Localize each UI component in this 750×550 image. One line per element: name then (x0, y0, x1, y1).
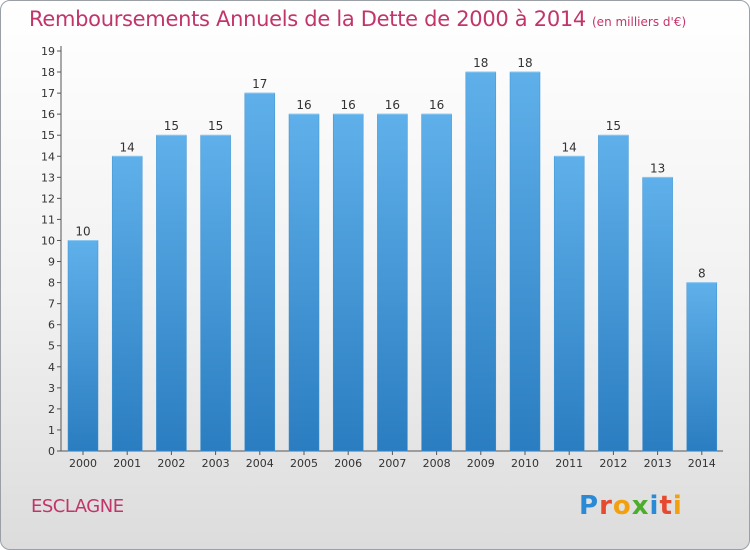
x-tick-label-2001: 2001 (113, 457, 141, 470)
y-tick-label: 9 (48, 256, 55, 269)
x-axis: 2000 2001 2002 2003 2004 2005 2006 2007 2008 2009… (61, 450, 723, 470)
bar-2000 (67, 240, 99, 452)
data-label-2014: 8 (698, 267, 706, 281)
x-tick-label-2008: 2008 (423, 457, 451, 470)
y-tick-label: 19 (41, 45, 55, 58)
bar-2010 (509, 71, 541, 452)
data-label-2008: 16 (429, 98, 444, 112)
logo-letter: r (599, 491, 613, 521)
title-unit: (en milliers d'€) (592, 15, 687, 29)
logo-letter: o (612, 491, 632, 521)
x-tick-label-2004: 2004 (246, 457, 274, 470)
logo-letter: x (631, 491, 650, 521)
y-tick-label: 3 (48, 382, 55, 395)
y-tick-label: 10 (41, 234, 55, 247)
title-text: Remboursements Annuels de la Dette de 20… (29, 7, 586, 31)
y-tick-label: 5 (48, 340, 55, 353)
data-label-2010: 18 (517, 56, 532, 70)
x-tick-label-2014: 2014 (688, 457, 716, 470)
x-tick-label-2000: 2000 (69, 457, 97, 470)
x-tick-label-2005: 2005 (290, 457, 318, 470)
y-tick-label: 0 (48, 445, 55, 458)
data-label-2011: 14 (562, 140, 577, 154)
bar-2004 (244, 92, 276, 452)
logo-letter: P (579, 491, 600, 521)
commune-name: ESCLAGNE (31, 496, 124, 517)
data-label-2000: 10 (75, 224, 90, 238)
proxiti-logo: Proxiti (579, 491, 683, 521)
data-label-2013: 13 (650, 161, 665, 175)
y-tick-label: 13 (41, 171, 55, 184)
bar-2008 (421, 113, 452, 452)
x-tick-label-2011: 2011 (555, 457, 583, 470)
bars-group: 10 14 15 15 17 16 16 16 16 18 18 14 15 13 8 (67, 56, 718, 452)
bar-2005 (288, 113, 320, 452)
x-tick-label-2002: 2002 (157, 457, 185, 470)
x-tick-label-2013: 2013 (644, 457, 672, 470)
bar-2009 (465, 71, 497, 452)
data-label-2001: 14 (120, 140, 135, 154)
bar-2007 (377, 113, 408, 452)
logo-letter: t (659, 491, 673, 521)
bar-2014 (686, 282, 718, 452)
y-tick-label: 6 (48, 319, 55, 332)
bar-2002 (156, 134, 187, 452)
data-label-2007: 16 (385, 98, 400, 112)
y-tick-label: 15 (41, 129, 55, 142)
y-tick-label: 1 (48, 424, 55, 437)
y-tick-label: 7 (48, 298, 55, 311)
logo-letter: i (649, 491, 660, 521)
y-tick-label: 12 (41, 192, 55, 205)
data-label-2006: 16 (341, 98, 356, 112)
y-tick-label: 11 (41, 213, 55, 226)
data-label-2003: 15 (208, 119, 223, 133)
y-tick-label: 18 (41, 66, 55, 79)
bar-2006 (332, 113, 364, 452)
data-label-2005: 16 (296, 98, 311, 112)
data-label-2002: 15 (164, 119, 179, 133)
y-tick-label: 16 (41, 108, 55, 121)
data-label-2012: 15 (606, 119, 621, 133)
logo-letter: i (672, 491, 683, 521)
y-tick-label: 8 (48, 277, 55, 290)
bar-2013 (642, 177, 673, 452)
x-tick-label-2010: 2010 (511, 457, 539, 470)
y-tick-label: 14 (41, 150, 55, 163)
chart-title: Remboursements Annuels de la Dette de 20… (29, 7, 686, 31)
data-label-2004: 17 (252, 77, 267, 91)
bar-2001 (111, 156, 143, 452)
x-tick-label-2007: 2007 (378, 457, 406, 470)
x-tick-label-2009: 2009 (467, 457, 495, 470)
y-tick-label: 2 (48, 403, 55, 416)
y-tick-label: 17 (41, 87, 55, 100)
data-label-2009: 18 (473, 56, 488, 70)
y-tick-label: 4 (48, 361, 55, 374)
bar-2011 (553, 156, 585, 452)
bar-2003 (200, 134, 231, 452)
x-tick-label-2012: 2012 (599, 457, 627, 470)
x-tick-label-2006: 2006 (334, 457, 362, 470)
bar-2012 (598, 134, 629, 452)
x-tick-label-2003: 2003 (202, 457, 230, 470)
